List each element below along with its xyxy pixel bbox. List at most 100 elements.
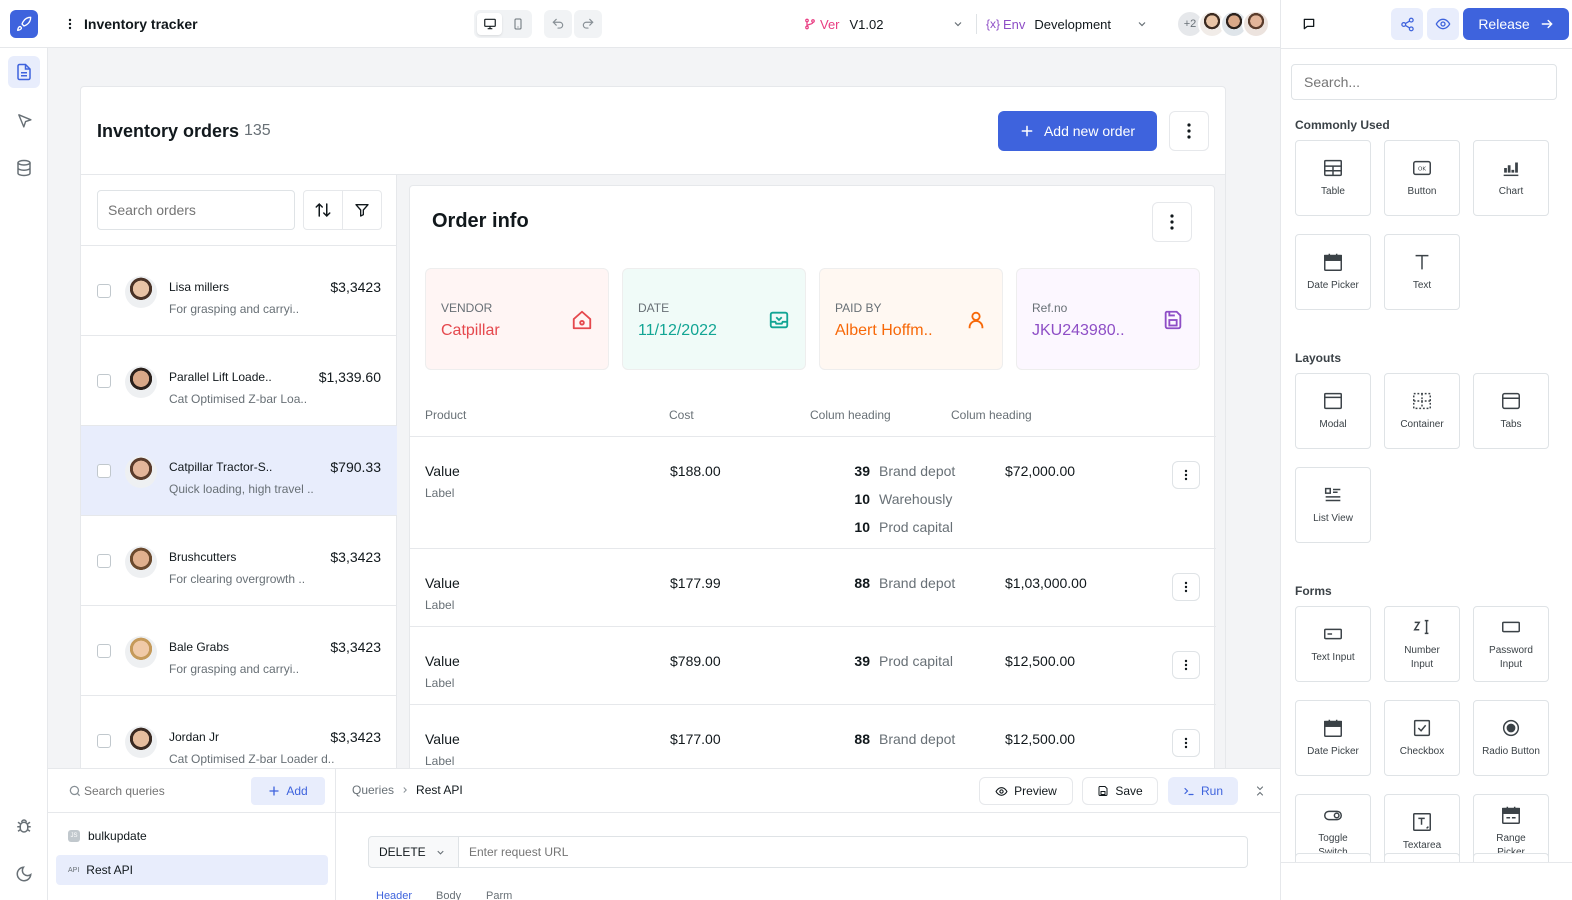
component-button[interactable]: OK Button — [1384, 140, 1460, 216]
order-checkbox[interactable] — [97, 374, 111, 388]
component-label: Table — [1321, 186, 1345, 197]
file-icon — [17, 63, 31, 81]
component-modal[interactable]: Modal — [1295, 373, 1371, 449]
right-panel-footer — [1281, 862, 1572, 900]
component-chart[interactable]: Chart — [1473, 140, 1549, 216]
theme-toggle-button[interactable] — [8, 858, 40, 890]
kebab-icon — [1184, 469, 1188, 481]
order-info-menu-button[interactable] — [1152, 202, 1192, 242]
product-value: Value — [425, 463, 460, 479]
component-range-picker[interactable]: Range Picker — [1473, 794, 1549, 870]
component-tabs[interactable]: Tabs — [1473, 373, 1549, 449]
pages-button[interactable] — [8, 56, 40, 88]
date-card: DATE 11/12/2022 — [622, 268, 806, 370]
table-header-divider — [410, 436, 1216, 437]
order-checkbox[interactable] — [97, 464, 111, 478]
component-table[interactable]: Table — [1295, 140, 1371, 216]
undo-button[interactable] — [544, 10, 572, 38]
component-radio-button[interactable]: Radio Button — [1473, 700, 1549, 776]
query-list-sidebar: Add JS bulkupdate API Rest API — [48, 769, 336, 900]
run-query-button[interactable]: Run — [1168, 777, 1238, 805]
container-icon — [1413, 392, 1431, 410]
component-list-view[interactable]: List View — [1295, 467, 1371, 543]
kebab-icon — [1170, 214, 1174, 230]
breadcrumb-root[interactable]: Queries — [352, 783, 395, 797]
request-url-input[interactable] — [458, 836, 1248, 868]
order-checkbox[interactable] — [97, 644, 111, 658]
order-checkbox[interactable] — [97, 554, 111, 568]
component-date-picker[interactable]: Date Picker — [1295, 234, 1371, 310]
app-menu-icon[interactable] — [60, 14, 80, 34]
row-menu-button[interactable] — [1172, 729, 1200, 757]
sub-quantity: 10 — [854, 491, 870, 507]
component-toggle-switch[interactable]: Toggle Switch — [1295, 794, 1371, 870]
component-label: Checkbox — [1399, 746, 1445, 757]
tab-parm[interactable]: Parm — [486, 890, 513, 900]
version-selector[interactable]: Ver V1.02 — [804, 10, 972, 38]
share-button[interactable] — [1391, 8, 1423, 40]
terminal-icon — [1184, 787, 1194, 796]
tab-body[interactable]: Body — [436, 890, 462, 900]
redo-button[interactable] — [574, 10, 602, 38]
release-button[interactable]: Release — [1463, 8, 1569, 40]
row-menu-button[interactable] — [1172, 573, 1200, 601]
filter-button[interactable] — [342, 190, 382, 230]
collaborators[interactable]: +2 — [1176, 10, 1272, 38]
tab-header[interactable]: Header — [376, 890, 413, 900]
save-query-button[interactable]: Save — [1082, 777, 1158, 805]
order-list-item[interactable]: Brushcutters $3,3423 For clearing overgrow… — [81, 516, 397, 606]
component-container[interactable]: Container — [1384, 373, 1460, 449]
inventory-orders-container: Inventory orders 135 Add new order Lisa … — [80, 86, 1226, 768]
component-search-input[interactable] — [1291, 64, 1557, 100]
order-list-item[interactable]: Bale Grabs $3,3423 For grasping and carryi… — [81, 606, 397, 696]
component-text[interactable]: Text — [1384, 234, 1460, 310]
order-list-item[interactable]: Parallel Lift Loade.. $1,339.60 Cat Optimi… — [81, 336, 397, 426]
order-name: Lisa millers — [169, 280, 230, 294]
order-list-item[interactable]: Catpillar Tractor-S.. $790.33 Quick loadin… — [81, 426, 397, 516]
http-method-select[interactable]: DELETE — [368, 836, 459, 868]
preview-app-button[interactable] — [1427, 8, 1459, 40]
editor-divider — [336, 812, 1280, 813]
debugger-button[interactable] — [8, 810, 40, 842]
order-list-item[interactable]: Jordan Jr $3,3423 Cat Optimised Z-bar Load… — [81, 696, 397, 768]
query-item-rest-api[interactable]: API Rest API — [56, 855, 328, 885]
app-logo[interactable] — [10, 10, 38, 38]
mobile-view-button[interactable] — [505, 13, 530, 35]
query-item-bulkupdate[interactable]: JS bulkupdate — [56, 821, 328, 851]
order-price: $3,3423 — [330, 639, 381, 655]
order-list-item[interactable]: Lisa millers $3,3423 For grasping and carr… — [81, 246, 397, 336]
add-query-button[interactable]: Add — [251, 777, 325, 805]
inspector-button[interactable] — [8, 104, 40, 136]
comments-button[interactable] — [1299, 14, 1319, 34]
api-badge: API — [68, 866, 80, 874]
product-label: Label — [425, 676, 455, 690]
component-date-picker[interactable]: Date Picker — [1295, 700, 1371, 776]
component-label: Toggle Switch — [1318, 833, 1348, 858]
more-options-button[interactable] — [1169, 111, 1209, 151]
order-checkbox[interactable] — [97, 734, 111, 748]
component-textarea[interactable]: Textarea — [1384, 794, 1460, 870]
database-button[interactable] — [8, 152, 40, 184]
component-checkbox[interactable]: Checkbox — [1384, 700, 1460, 776]
breadcrumb: Queries Rest API — [352, 783, 463, 797]
query-name: bulkupdate — [88, 829, 147, 843]
component-label: Number Input — [1404, 645, 1440, 670]
cost-value: $789.00 — [670, 653, 721, 669]
collapse-panel-icon[interactable] — [1254, 784, 1266, 798]
environment-selector[interactable]: {x} Env Development — [986, 10, 1158, 38]
search-queries-input[interactable] — [84, 779, 244, 803]
desktop-view-button[interactable] — [477, 13, 502, 35]
chevron-down-icon — [1138, 22, 1146, 27]
preview-button[interactable]: Preview — [979, 777, 1073, 805]
component-text-input[interactable]: Text Input — [1295, 606, 1371, 682]
order-name: Brushcutters — [169, 550, 237, 564]
component-password-input[interactable]: Password Input — [1473, 606, 1549, 682]
component-number-input[interactable]: Number Input — [1384, 606, 1460, 682]
search-orders-input[interactable] — [97, 190, 295, 230]
env-variable-icon: {x} — [986, 17, 1001, 31]
order-checkbox[interactable] — [97, 284, 111, 298]
row-menu-button[interactable] — [1172, 461, 1200, 489]
sort-button[interactable] — [303, 190, 343, 230]
row-menu-button[interactable] — [1172, 651, 1200, 679]
add-new-order-button[interactable]: Add new order — [998, 111, 1157, 151]
